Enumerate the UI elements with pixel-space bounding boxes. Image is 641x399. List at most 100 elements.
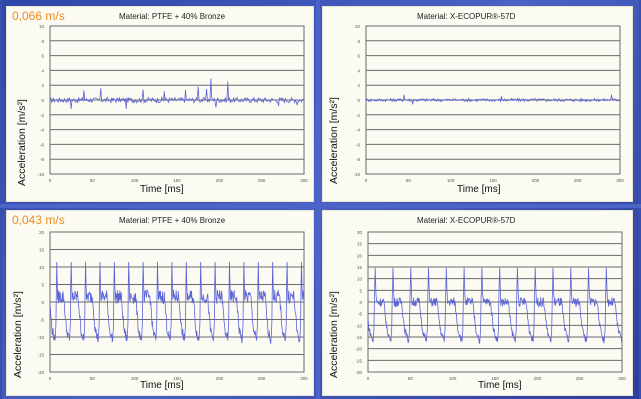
y-tick-label: 8 bbox=[41, 39, 44, 44]
chart-svg: -30 -25 -20 -15 -10 -5 0 5 10 15 20 25 300 50 100 150 20… bbox=[355, 230, 626, 381]
y-tick-label: -15 bbox=[355, 335, 362, 340]
x-tick-label: 250 bbox=[576, 376, 584, 381]
material-label: Material: X-ECOPUR®-57D bbox=[417, 12, 516, 21]
y-tick-label: -4 bbox=[40, 128, 44, 133]
y-tick-label: 4 bbox=[41, 68, 44, 73]
x-tick-label: 200 bbox=[534, 376, 542, 381]
y-tick-label: 0 bbox=[357, 98, 360, 103]
y-axis-label: Acceleration [m/s²] bbox=[12, 291, 24, 378]
signal-line bbox=[367, 267, 623, 344]
y-tick-label: -30 bbox=[355, 370, 362, 375]
signal-line bbox=[49, 261, 305, 344]
x-tick-label: 150 bbox=[173, 178, 181, 183]
y-tick-label: -15 bbox=[37, 353, 44, 358]
y-tick-label: -20 bbox=[355, 347, 362, 352]
y-tick-label: -10 bbox=[355, 323, 362, 328]
x-tick-label: 0 bbox=[49, 376, 52, 381]
x-tick-label: 0 bbox=[49, 178, 52, 183]
x-tick-label: 50 bbox=[406, 178, 412, 183]
y-tick-label: 10 bbox=[39, 24, 45, 29]
chart-panel-top-right: Material: X-ECOPUR®-57D -10 -8 -6 -4 -2 0 2 4 6 8… bbox=[322, 6, 633, 202]
x-tick-label: 150 bbox=[489, 178, 497, 183]
x-tick-label: 200 bbox=[216, 376, 224, 381]
plot-frame bbox=[367, 231, 623, 373]
y-tick-label: -6 bbox=[356, 142, 360, 147]
y-tick-label: -10 bbox=[37, 335, 44, 340]
y-tick-label: -10 bbox=[353, 172, 360, 177]
horizontal-divider bbox=[0, 204, 641, 208]
y-tick-label: 6 bbox=[357, 54, 360, 59]
x-tick-label: 300 bbox=[618, 376, 626, 381]
y-tick-label: 25 bbox=[357, 242, 363, 247]
signal-line bbox=[49, 78, 305, 109]
chart-panel-bottom-left: 0,043 m/s Material: PTFE + 40% Bronze -2… bbox=[6, 210, 314, 396]
x-tick-label: 50 bbox=[90, 376, 96, 381]
y-tick-label: 10 bbox=[357, 277, 363, 282]
x-axis-label: Time [ms] bbox=[478, 380, 522, 391]
y-axis-label: Acceleration [m/s²] bbox=[328, 291, 340, 378]
x-axis-label: Time [ms] bbox=[140, 184, 184, 195]
x-tick-label: 50 bbox=[408, 376, 414, 381]
y-tick-label: -20 bbox=[37, 370, 44, 375]
y-tick-label: 5 bbox=[359, 288, 362, 293]
y-tick-label: 0 bbox=[41, 98, 44, 103]
y-tick-label: 5 bbox=[41, 283, 44, 288]
y-axis-label: Acceleration [m/s²] bbox=[16, 99, 28, 186]
x-axis-label: Time [ms] bbox=[140, 380, 184, 391]
x-tick-label: 250 bbox=[258, 178, 266, 183]
plot-frame bbox=[365, 25, 621, 175]
material-label: Material: PTFE + 40% Bronze bbox=[119, 12, 226, 21]
x-tick-label: 300 bbox=[300, 376, 308, 381]
y-tick-label: 2 bbox=[41, 83, 44, 88]
y-tick-label: 0 bbox=[359, 300, 362, 305]
x-tick-label: 100 bbox=[131, 376, 139, 381]
y-tick-label: 20 bbox=[39, 230, 45, 235]
y-tick-label: 0 bbox=[41, 300, 44, 305]
material-label: Material: PTFE + 40% Bronze bbox=[119, 216, 226, 225]
y-tick-label: 15 bbox=[39, 248, 45, 253]
y-tick-label: -6 bbox=[40, 142, 44, 147]
y-axis-label: Acceleration [m/s²] bbox=[328, 97, 340, 184]
x-tick-label: 100 bbox=[449, 376, 457, 381]
y-tick-label: 15 bbox=[357, 265, 363, 270]
x-tick-label: 150 bbox=[491, 376, 499, 381]
chart-panel-top-left: 0,066 m/s Material: PTFE + 40% Bronze -1… bbox=[6, 6, 314, 202]
speed-label-top: 0,066 m/s bbox=[12, 9, 65, 23]
x-tick-label: 200 bbox=[216, 178, 224, 183]
x-tick-label: 50 bbox=[90, 178, 96, 183]
y-tick-label: 30 bbox=[357, 230, 363, 235]
y-tick-label: -2 bbox=[40, 113, 44, 118]
x-tick-label: 250 bbox=[258, 376, 266, 381]
y-tick-label: -5 bbox=[358, 312, 362, 317]
plot-frame bbox=[49, 231, 305, 373]
y-tick-label: 8 bbox=[357, 39, 360, 44]
y-tick-label: 6 bbox=[41, 54, 44, 59]
vertical-divider bbox=[316, 0, 320, 399]
y-tick-label: -8 bbox=[40, 157, 44, 162]
x-axis-label: Time [ms] bbox=[457, 184, 501, 195]
y-tick-label: -4 bbox=[356, 128, 360, 133]
y-tick-label: 10 bbox=[355, 24, 361, 29]
material-label: Material: X-ECOPUR®-57D bbox=[417, 216, 516, 225]
y-tick-label: 20 bbox=[357, 253, 363, 258]
y-tick-label: -2 bbox=[356, 113, 360, 118]
x-tick-label: 0 bbox=[365, 178, 368, 183]
x-tick-label: 100 bbox=[447, 178, 455, 183]
x-tick-label: 300 bbox=[616, 178, 624, 183]
y-tick-label: -5 bbox=[40, 318, 44, 323]
signal-line bbox=[365, 94, 621, 105]
x-tick-label: 200 bbox=[532, 178, 540, 183]
speed-label-bottom: 0,043 m/s bbox=[12, 213, 65, 227]
x-tick-label: 300 bbox=[300, 178, 308, 183]
y-tick-label: -10 bbox=[37, 172, 44, 177]
x-tick-label: 100 bbox=[131, 178, 139, 183]
y-tick-label: 4 bbox=[357, 68, 360, 73]
y-tick-label: 10 bbox=[39, 265, 45, 270]
y-tick-label: -8 bbox=[356, 157, 360, 162]
chart-panel-bottom-right: Material: X-ECOPUR®-57D -30 -25 -20 -15 -10 -… bbox=[322, 210, 633, 396]
x-tick-label: 250 bbox=[574, 178, 582, 183]
y-tick-label: -25 bbox=[355, 358, 362, 363]
